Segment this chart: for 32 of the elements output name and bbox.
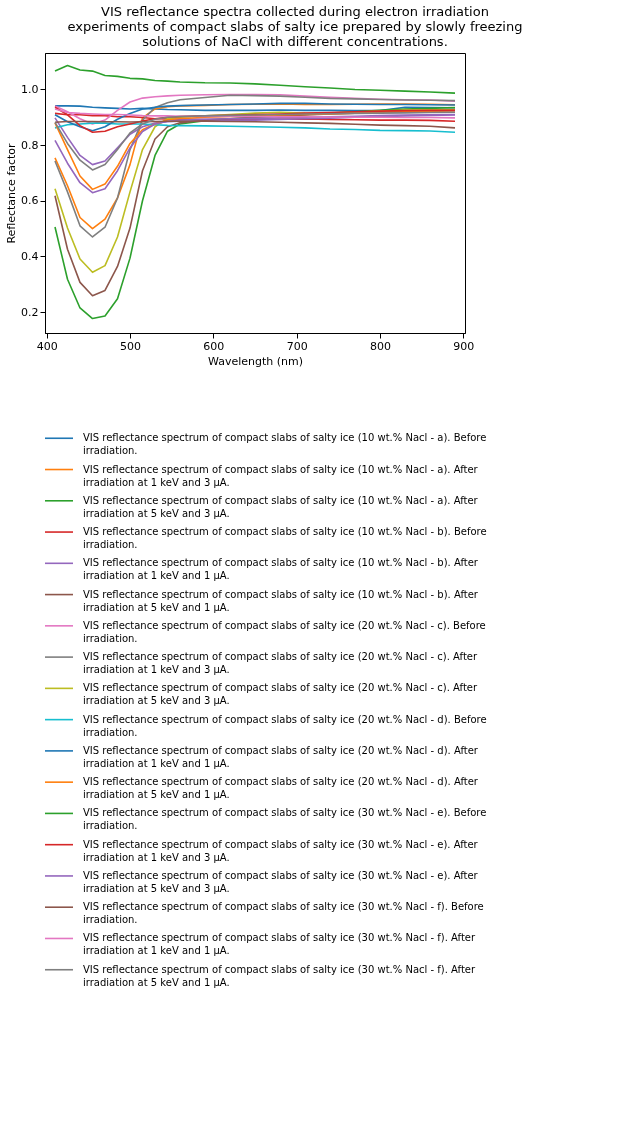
- legend-label: VIS reflectance spectrum of compact slabs of salty ice (30 wt.% Nacl - f). Before irradiation.: [83, 901, 484, 926]
- legend-label: VIS reflectance spectrum of compact slabs of salty ice (20 wt.% Nacl - c). Before irradiation.: [83, 619, 486, 644]
- legend-label: VIS reflectance spectrum of compact slabs of salty ice (30 wt.% Nacl - f). After irradiation at 1 keV and 1 μA.: [83, 932, 476, 957]
- x-tick-label: 500: [120, 339, 141, 353]
- legend-label: VIS reflectance spectrum of compact slabs of salty ice (30 wt.% Nacl - f). After irradiation at 5 keV and 1 μA.: [83, 963, 476, 988]
- legend-label: VIS reflectance spectrum of compact slabs of salty ice (30 wt.% Nacl - e). After irradiation at 5 keV and 3 μA.: [83, 869, 479, 894]
- legend-label: VIS reflectance spectrum of compact slabs of salty ice (10 wt.% Nacl - a). After irradiation at 1 keV and 3 μA.: [83, 463, 479, 488]
- y-tick-label: 0.2: [21, 305, 39, 319]
- legend-label: VIS reflectance spectrum of compact slabs of salty ice (10 wt.% Nacl - b). Before irradiation.: [83, 526, 487, 551]
- y-tick-label: 0.8: [21, 138, 39, 152]
- legend-label: VIS reflectance spectrum of compact slabs of salty ice (10 wt.% Nacl - b). After irradiation at 5 keV and 1 μA.: [83, 588, 479, 613]
- y-tick-label: 0.6: [21, 194, 39, 208]
- legend-label: VIS reflectance spectrum of compact slabs of salty ice (20 wt.% Nacl - d). Before irradiation.: [83, 713, 487, 738]
- x-tick-label: 600: [203, 339, 225, 353]
- y-tick-label: 1.0: [21, 82, 39, 96]
- x-tick-label: 700: [286, 339, 308, 353]
- legend-label: VIS reflectance spectrum of compact slabs of salty ice (10 wt.% Nacl - a). Before irradiation.: [83, 432, 487, 457]
- y-axis-title: Reflectance factor: [5, 142, 19, 244]
- legend-label: VIS reflectance spectrum of compact slabs of salty ice (30 wt.% Nacl - e). After irradiation at 1 keV and 3 μA.: [83, 838, 479, 863]
- legend-label: VIS reflectance spectrum of compact slabs of salty ice (20 wt.% Nacl - d). After irradiation at 5 keV and 1 μA.: [83, 776, 479, 801]
- chart-title: VIS reflectance spectra collected during electron irradiation experiments of compact slabs of salty ice prepared by slowly freezing solutions of NaCl with different concentrations.: [67, 3, 523, 49]
- y-tick-label: 0.4: [21, 249, 39, 263]
- x-axis-title: Wavelength (nm): [207, 354, 304, 368]
- x-tick-label: 400: [36, 339, 58, 353]
- legend-label: VIS reflectance spectrum of compact slabs of salty ice (20 wt.% Nacl - d). After irradiation at 1 keV and 1 μA.: [83, 744, 479, 769]
- legend-label: VIS reflectance spectrum of compact slabs of salty ice (20 wt.% Nacl - c). After irradiation at 5 keV and 3 μA.: [83, 682, 478, 707]
- x-tick-label: 900: [453, 339, 475, 353]
- legend-label: VIS reflectance spectrum of compact slabs of salty ice (10 wt.% Nacl - a). After irradiation at 5 keV and 3 μA.: [83, 494, 479, 519]
- legend-label: VIS reflectance spectrum of compact slabs of salty ice (10 wt.% Nacl - b). After irradiation at 1 keV and 1 μA.: [83, 557, 479, 582]
- x-tick-label: 800: [370, 339, 391, 353]
- legend-label: VIS reflectance spectrum of compact slabs of salty ice (30 wt.% Nacl - e). Before irradiation.: [83, 807, 487, 832]
- legend-label: VIS reflectance spectrum of compact slabs of salty ice (20 wt.% Nacl - c). After irradiation at 1 keV and 3 μA.: [83, 651, 478, 676]
